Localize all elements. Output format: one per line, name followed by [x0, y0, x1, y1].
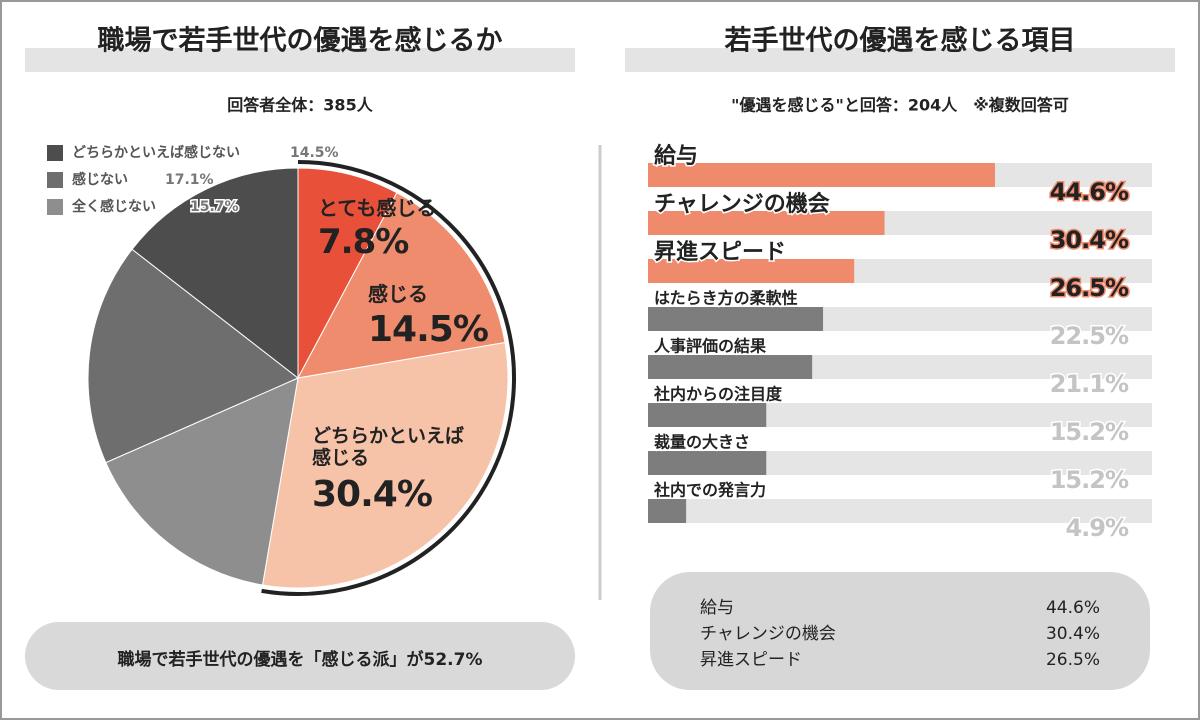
pie-slice [131, 167, 299, 380]
bar-track [648, 499, 1152, 523]
value-label: 15.2% [1050, 418, 1129, 446]
title-band [625, 48, 1175, 72]
bar-label: 昇進スピード [654, 240, 786, 265]
legend-swatch [47, 172, 63, 188]
legend-label: 全く感じない [71, 198, 156, 215]
summary-value: 26.5% [1046, 650, 1100, 670]
slice-label: どちらかといえば感じる [312, 425, 465, 469]
chart-title: 若手世代の優遇を感じる項目 [725, 25, 1076, 57]
value-label: 15.2% [1050, 466, 1129, 494]
bar [648, 163, 995, 187]
bar [648, 499, 687, 523]
value-label: 26.5% [1050, 274, 1129, 302]
bar-label: 社内での発言力 [653, 481, 766, 500]
chart-subtitle: "優遇を感じる"と回答：204人 ※複数回答可 [731, 96, 1069, 115]
value-label: 4.9% [1065, 514, 1129, 542]
legend-value: 17.1% [165, 172, 214, 188]
pie-slice [297, 192, 506, 379]
bar-label: 給与 [654, 143, 698, 169]
value-label: 44.6% [1050, 178, 1129, 206]
bar [648, 211, 885, 235]
legend-value: 14.5% [290, 145, 339, 161]
legend-swatch [47, 145, 63, 161]
bar-label: 人事評価の結果 [654, 337, 766, 356]
legend-value: 15.7% [190, 199, 239, 215]
pie-slice [87, 248, 299, 464]
slice-value: 14.5% [368, 309, 489, 350]
bar-label: チャレンジの機会 [654, 191, 830, 217]
slice-label: とても感じる [318, 196, 437, 220]
chart-subtitle: 回答者全体：385人 [227, 96, 373, 115]
bar-label: 社内からの注目度 [653, 385, 783, 404]
bar-label: 裁量の大きさ [654, 433, 750, 452]
summary-name: チャレンジの機会 [700, 624, 836, 644]
annotation: 職場で若手世代の優遇を「感じる派」が52.7% [118, 649, 483, 670]
bar [648, 355, 813, 379]
slice-label: 感じる [368, 282, 428, 306]
slice-value: 30.4% [312, 473, 433, 515]
chart-title: 職場で若手世代の優遇を感じるか [98, 25, 503, 57]
pie-slice [297, 167, 398, 379]
legend-swatch [47, 199, 63, 215]
bar [648, 307, 824, 331]
bar [648, 403, 767, 427]
value-label: 22.5% [1050, 322, 1129, 350]
bar [648, 451, 767, 475]
legend-label: どちらかといえば感じない [72, 144, 240, 161]
summary-box [650, 572, 1150, 690]
summary-name: 給与 [700, 598, 734, 618]
summary-pill [25, 622, 575, 690]
bar [648, 259, 855, 283]
summary-value: 44.6% [1046, 598, 1100, 618]
highlight-arc [261, 160, 517, 596]
slice-value: 7.8% [318, 222, 409, 262]
summary-name: 昇進スピード [700, 650, 802, 670]
legend-label: 感じない [72, 171, 128, 188]
summary-value: 30.4% [1046, 624, 1100, 644]
bar-label: はたらき方の柔軟性 [654, 289, 798, 308]
value-label: 21.1% [1050, 370, 1129, 398]
value-label: 30.4% [1050, 226, 1129, 254]
title-band [25, 48, 575, 72]
pie-slice [105, 377, 299, 586]
pie-slice [261, 341, 509, 589]
